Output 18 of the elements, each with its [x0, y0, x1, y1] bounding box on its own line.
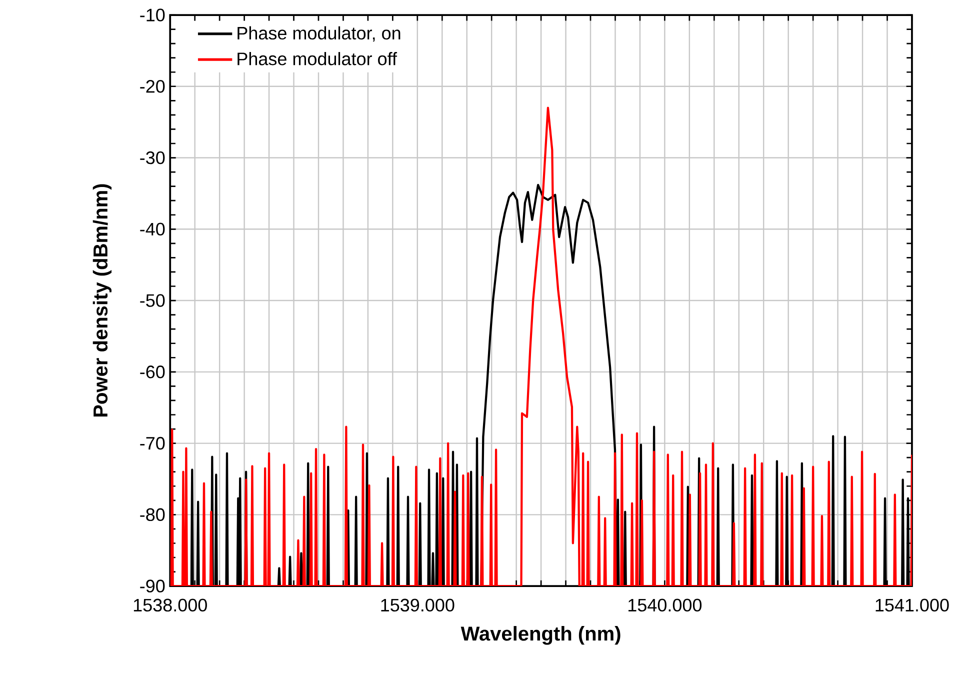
y-tick-label: -20: [140, 80, 165, 93]
y-tick-label: -10: [140, 8, 165, 22]
y-tick-label: -90: [140, 580, 165, 592]
x-tick-label: 1538.000: [134, 598, 207, 612]
y-tick-label: -50: [140, 294, 165, 307]
y-tick-label: -40: [140, 222, 165, 236]
legend-label: Phase modulator off: [238, 52, 398, 66]
x-axis-title: Wavelength (nm): [460, 626, 620, 645]
y-tick-label: -60: [140, 365, 165, 378]
y-axis-title: Power density (dBm/nm): [92, 184, 112, 416]
y-tick-label: -70: [140, 436, 165, 450]
x-tick-label: 1539.000: [381, 598, 454, 612]
legend-label: Phase modulator, on: [238, 26, 400, 42]
y-tick-label: -80: [140, 508, 165, 521]
x-tick-label: 1541.000: [876, 598, 949, 612]
line-series: [170, 106, 912, 586]
x-tick-label: 1540.000: [628, 598, 702, 612]
y-tick-label: -30: [140, 151, 165, 164]
